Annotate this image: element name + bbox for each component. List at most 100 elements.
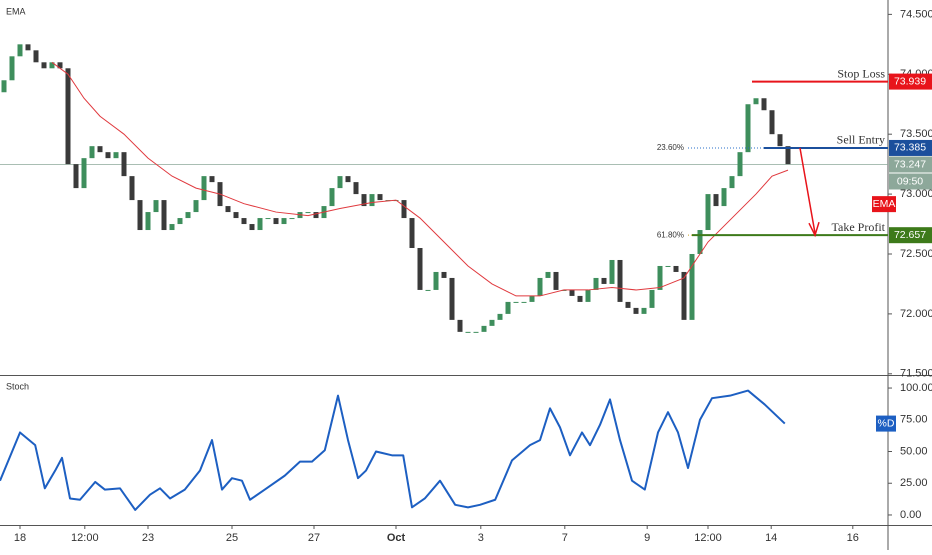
x-tick-label: 7: [562, 532, 568, 544]
x-tick-label: Oct: [387, 532, 406, 544]
candle: [665, 265, 671, 267]
level-price-box: [889, 139, 932, 156]
level-price: 72.657: [894, 229, 926, 241]
candle: [73, 164, 79, 189]
candle: [681, 271, 687, 320]
candle: [585, 289, 591, 302]
candle: [1, 80, 7, 93]
candle: [209, 176, 215, 183]
x-tick-label: 27: [308, 532, 320, 544]
candle: [761, 98, 767, 111]
candle: [161, 200, 167, 231]
candle: [201, 176, 207, 201]
candle: [377, 194, 383, 201]
x-tick-label: 3: [478, 532, 484, 544]
candle: [769, 110, 775, 135]
candle: [361, 194, 367, 207]
candle: [753, 98, 759, 105]
candle: [169, 224, 175, 231]
candle: [433, 271, 439, 290]
candle: [177, 218, 183, 225]
candle: [41, 62, 47, 69]
current-price: 73.247: [894, 158, 926, 170]
candle: [689, 253, 695, 320]
candle: [57, 62, 63, 69]
candle: [441, 271, 447, 278]
level-price: 73.385: [894, 142, 926, 154]
x-tick-label: 18: [14, 532, 26, 544]
current-price-box: [889, 156, 932, 173]
candle: [241, 218, 247, 225]
candle: [577, 295, 583, 302]
candle: [449, 277, 455, 320]
candle: [345, 176, 351, 183]
candle: [737, 152, 743, 177]
fib-label: 61.80%: [657, 230, 684, 239]
candle: [305, 212, 311, 214]
countdown: 09:50: [897, 175, 923, 187]
candle: [81, 158, 87, 189]
x-tick-label: 23: [142, 532, 154, 544]
candle: [33, 50, 39, 63]
candle: [633, 307, 639, 314]
candle: [273, 218, 279, 225]
countdown-box: [889, 173, 932, 190]
ema-line: [51, 61, 789, 297]
ema-badge-box: [872, 196, 896, 213]
candle: [569, 289, 575, 296]
candle: [417, 248, 423, 290]
candle: [105, 152, 111, 159]
x-tick-label: 16: [847, 532, 859, 544]
candle: [617, 259, 623, 302]
candle: [9, 56, 15, 81]
candle: [649, 289, 655, 308]
candle: [121, 152, 127, 177]
candle: [601, 277, 607, 284]
stoch-line: [0, 389, 786, 511]
candle: [313, 212, 319, 219]
indicator-label: EMA: [6, 6, 26, 16]
stoch-badge-box: [876, 415, 896, 432]
candle: [673, 265, 679, 272]
y-tick-label: 0.00: [900, 509, 921, 521]
candle: [369, 194, 375, 207]
candle: [225, 206, 231, 213]
level-name: Stop Loss: [837, 66, 885, 80]
level-price-box: [889, 227, 932, 244]
candle: [457, 319, 463, 332]
y-tick-label: 50.00: [900, 445, 928, 457]
candle: [545, 271, 551, 278]
ema-badge: EMA: [873, 198, 896, 210]
candle: [145, 212, 151, 231]
candle: [289, 218, 295, 220]
candle: [745, 104, 751, 153]
y-tick-label: 72.000: [900, 308, 932, 320]
trade-arrow: [799, 147, 816, 234]
candle: [593, 277, 599, 290]
trade-arrowhead: [808, 221, 820, 238]
candle: [481, 325, 487, 332]
candle: [89, 146, 95, 159]
candle: [153, 200, 159, 213]
candle: [249, 224, 255, 231]
candle: [337, 176, 343, 189]
x-tick-label: 9: [644, 532, 650, 544]
y-tick-label: 75.00: [900, 414, 928, 426]
candle: [729, 176, 735, 189]
candle: [497, 313, 503, 320]
candle: [705, 194, 711, 231]
candle: [489, 319, 495, 326]
candle: [329, 188, 335, 207]
candle: [233, 212, 239, 219]
candle: [785, 146, 791, 165]
candle: [473, 331, 479, 333]
candle: [425, 289, 431, 291]
candle: [401, 200, 407, 219]
stoch-badge: %D: [878, 417, 895, 429]
y-tick-label: 72.500: [900, 248, 932, 260]
candle: [625, 301, 631, 308]
candle: [713, 194, 719, 207]
candle: [257, 218, 263, 231]
y-tick-label: 71.500: [900, 368, 932, 380]
